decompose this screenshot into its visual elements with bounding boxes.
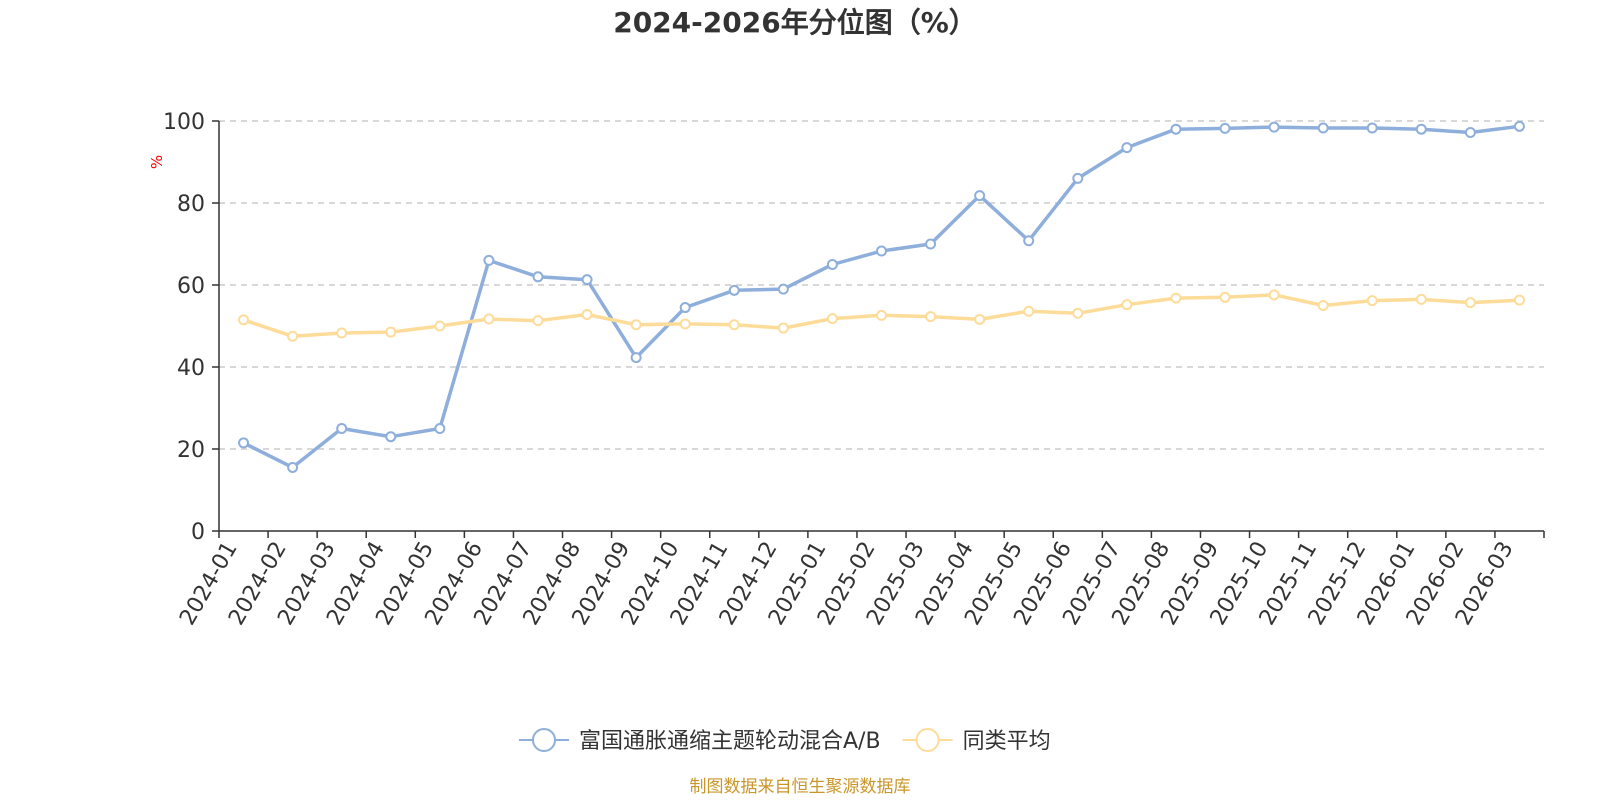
data-point-series-0[interactable] [532,271,544,283]
data-point-series-0[interactable] [1170,123,1182,135]
data-point-series-1[interactable] [434,320,446,332]
data-point-series-0[interactable] [336,423,348,434]
data-point-series-1[interactable] [630,319,642,331]
data-point-series-1[interactable] [679,318,691,330]
grid-lines [219,120,1544,450]
data-point-series-0[interactable] [1023,235,1035,247]
data-point-series-1[interactable] [581,309,593,321]
data-point-series-0[interactable] [581,274,593,286]
axes: 0204060801002024-012024-022024-032024-04… [163,110,1545,630]
legend[interactable]: 富国通胀通缩主题轮动混合A/B 同类平均 [519,728,1051,754]
data-point-series-1[interactable] [1317,300,1329,311]
data-point-series-0[interactable] [434,423,446,434]
data-point-series-0[interactable] [385,431,397,443]
data-point-series-1[interactable] [1072,307,1084,319]
data-point-series-1[interactable] [1023,305,1035,317]
y-axis-unit-label: % [148,155,166,169]
data-point-series-1[interactable] [336,327,348,339]
data-point-series-0[interactable] [483,254,495,266]
data-point-series-1[interactable] [532,315,544,327]
series-line-0 [241,124,1522,470]
data-point-series-1[interactable] [876,309,887,321]
data-point-series-1[interactable] [728,319,740,331]
y-tick-label: 80 [177,192,205,217]
legend-label: 富国通胀通缩主题轮动混合A/B [579,729,881,754]
data-point-series-1[interactable] [483,313,495,325]
source-note: 制图数据来自恒生聚源数据库 [690,777,911,797]
y-tick-label: 40 [177,356,205,381]
data-point-series-1[interactable] [385,326,397,338]
data-point-series-1[interactable] [1366,295,1378,307]
data-point-series-0[interactable] [1366,122,1378,134]
data-point-series-1[interactable] [1268,289,1280,301]
legend-marker [532,728,556,752]
data-point-series-0[interactable] [679,302,691,314]
data-point-series-0[interactable] [1219,122,1231,134]
data-point-series-1[interactable] [1415,293,1427,305]
legend-item-0[interactable]: 富国通胀通缩主题轮动混合A/B [519,728,881,754]
data-point-series-0[interactable] [1268,121,1280,133]
data-point-series-0[interactable] [925,238,937,250]
data-point-series-0[interactable] [1415,123,1427,135]
data-point-series-1[interactable] [974,313,986,325]
data-point-series-0[interactable] [1464,126,1476,138]
data-point-series-1[interactable] [238,314,250,326]
legend-marker [915,728,940,752]
legend-label: 同类平均 [963,729,1051,754]
data-point-series-1[interactable] [826,313,838,325]
series-points [238,120,1525,473]
data-point-series-0[interactable] [1072,172,1084,184]
series-lines [241,124,1522,470]
data-point-series-1[interactable] [1219,291,1231,303]
y-tick-label: 100 [163,110,205,135]
data-point-series-1[interactable] [1121,299,1133,311]
data-point-series-1[interactable] [1464,297,1476,309]
data-point-series-0[interactable] [728,284,740,296]
data-point-series-0[interactable] [876,245,887,257]
data-point-series-1[interactable] [287,330,299,342]
data-point-series-0[interactable] [974,190,986,202]
y-tick-label: 20 [177,438,205,463]
data-point-series-0[interactable] [1513,120,1525,132]
chart-title: 2024-2026年分位图（%） [613,6,977,39]
data-point-series-1[interactable] [1513,294,1525,306]
data-point-series-0[interactable] [238,437,250,449]
y-tick-label: 60 [177,274,205,299]
data-point-series-0[interactable] [777,283,789,295]
data-point-series-0[interactable] [630,352,642,364]
data-point-series-0[interactable] [826,259,838,270]
legend-item-1[interactable]: 同类平均 [902,728,1051,754]
data-point-series-0[interactable] [287,461,299,473]
data-point-series-0[interactable] [1317,122,1329,134]
data-point-series-0[interactable] [1121,142,1133,154]
data-point-series-1[interactable] [777,322,789,334]
data-point-series-1[interactable] [925,311,937,323]
data-point-series-1[interactable] [1170,292,1182,304]
y-tick-label: 0 [191,520,205,545]
